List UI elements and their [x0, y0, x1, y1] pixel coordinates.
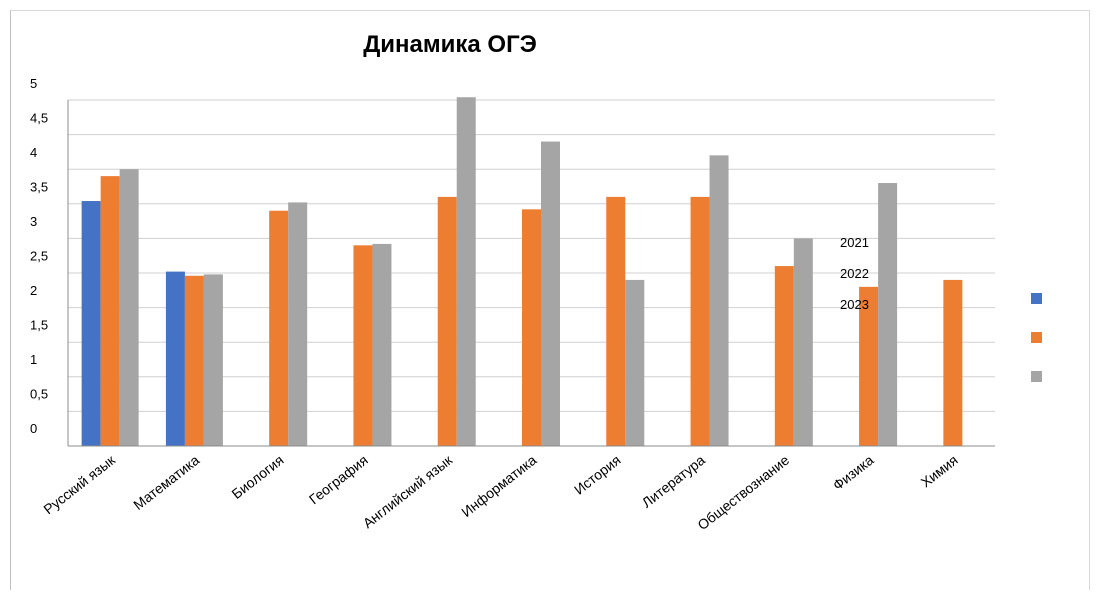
axis-layer — [67, 100, 995, 447]
x-tick-label: География — [306, 452, 371, 508]
legend-marker — [1031, 371, 1042, 382]
chart-title: Динамика ОГЭ — [363, 31, 537, 58]
bar-2023 — [288, 202, 308, 446]
bars-layer — [81, 97, 963, 447]
x-tick-label: Информатика — [458, 452, 539, 520]
bar-2023 — [203, 274, 223, 446]
x-tick-label: Литература — [639, 452, 708, 511]
bar-2023 — [878, 183, 898, 447]
y-tick-label: 4 — [30, 145, 37, 160]
y-tick-label: 1,5 — [30, 318, 48, 333]
x-tick-label: Химия — [918, 452, 961, 491]
legend-marker — [1031, 332, 1042, 343]
y-tick-label: 0,5 — [30, 387, 48, 402]
bar-2021 — [165, 271, 185, 446]
x-tick-label: Биология — [229, 452, 287, 502]
y-tick-label: 1 — [30, 352, 37, 367]
x-tick-labels: Русский язык Математика Биология ГеографияА… — [40, 451, 960, 533]
bar-2023 — [709, 155, 729, 447]
bar-2022 — [437, 196, 457, 446]
legend-label: 2022 — [840, 266, 869, 281]
bar-2022 — [943, 279, 963, 446]
legend-marker — [1031, 293, 1042, 304]
bar-2023 — [541, 141, 560, 446]
bar-2023 — [119, 169, 139, 446]
y-tick-label: 2 — [30, 283, 37, 298]
y-tick-label: 4,5 — [30, 111, 48, 126]
bar-2023 — [372, 243, 392, 446]
legend-label: 2023 — [840, 297, 869, 312]
bar-2022 — [269, 210, 289, 446]
bar-2021 — [81, 201, 101, 446]
bar-2022 — [774, 266, 794, 446]
chart-frame — [10, 10, 1090, 590]
bar-2022 — [100, 176, 120, 446]
x-tick-label: Русский язык — [40, 451, 118, 517]
bar-2022 — [184, 275, 204, 446]
legend-markers — [1031, 293, 1042, 382]
y-tick-label: 3,5 — [30, 180, 48, 195]
x-tick-label: Обществознание — [694, 452, 792, 533]
bar-2023 — [625, 279, 645, 446]
legend-label: 2021 — [840, 235, 869, 250]
y-tick-label: 2,5 — [30, 249, 48, 264]
bar-2022 — [353, 245, 373, 446]
bar-2022 — [522, 209, 541, 446]
bar-2022 — [606, 196, 626, 446]
bar-2023 — [793, 238, 813, 446]
x-tick-label: Английский язык — [360, 451, 456, 531]
y-tick-label: 3 — [30, 214, 37, 229]
bar-2022 — [859, 286, 879, 446]
y-tick-labels: 5 4,5 4 3,5 3 2,5 2 1,5 1 0,5 0 — [30, 76, 48, 436]
x-tick-label: Физика — [830, 452, 877, 494]
bar-2022 — [690, 196, 710, 446]
x-tick-label: История — [571, 452, 624, 498]
x-tick-label: Математика — [130, 452, 202, 513]
bar-2023 — [456, 97, 476, 447]
legend-labels: 2021 2022 2023 — [840, 235, 869, 312]
y-tick-label: 0 — [30, 421, 37, 436]
y-tick-label: 5 — [30, 76, 37, 91]
